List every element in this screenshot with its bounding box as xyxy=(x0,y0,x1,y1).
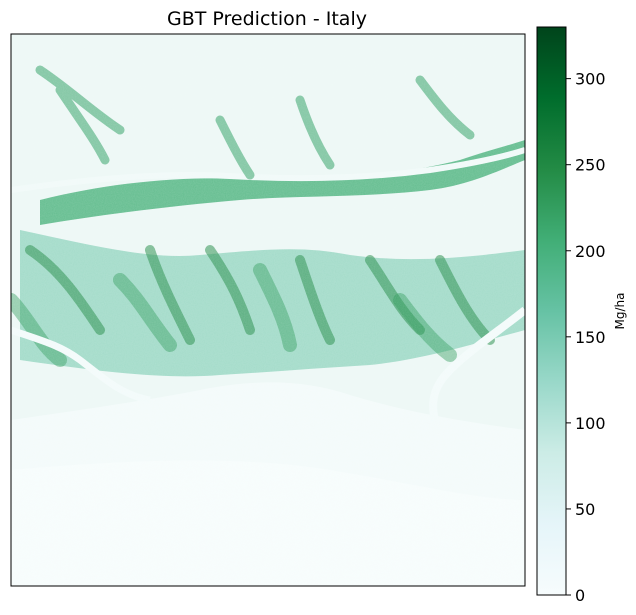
chart-title: GBT Prediction - Italy xyxy=(167,8,367,30)
colorbar-frame xyxy=(536,26,567,596)
colorbar-tick-label: 300 xyxy=(575,70,606,89)
colorbar-tick-label: 50 xyxy=(575,500,595,519)
colorbar-tick-label: 250 xyxy=(575,156,606,175)
colorbar-ticks: 0 50 100 150 200 250 300 xyxy=(566,70,606,605)
heatmap-area xyxy=(11,34,525,586)
heatmap-frame xyxy=(10,33,526,587)
colorbar-tick-label: 150 xyxy=(575,328,606,347)
colorbar-tick-label: 0 xyxy=(575,586,585,605)
colorbar-label: Mg/ha xyxy=(613,293,627,330)
colorbar-tick-label: 200 xyxy=(575,242,606,261)
colorbar: 0 50 100 150 200 250 300 Mg/ha xyxy=(536,26,627,605)
colorbar-fill xyxy=(537,27,566,595)
heatmap-texture xyxy=(11,34,525,586)
colorbar-tick-label: 100 xyxy=(575,414,606,433)
